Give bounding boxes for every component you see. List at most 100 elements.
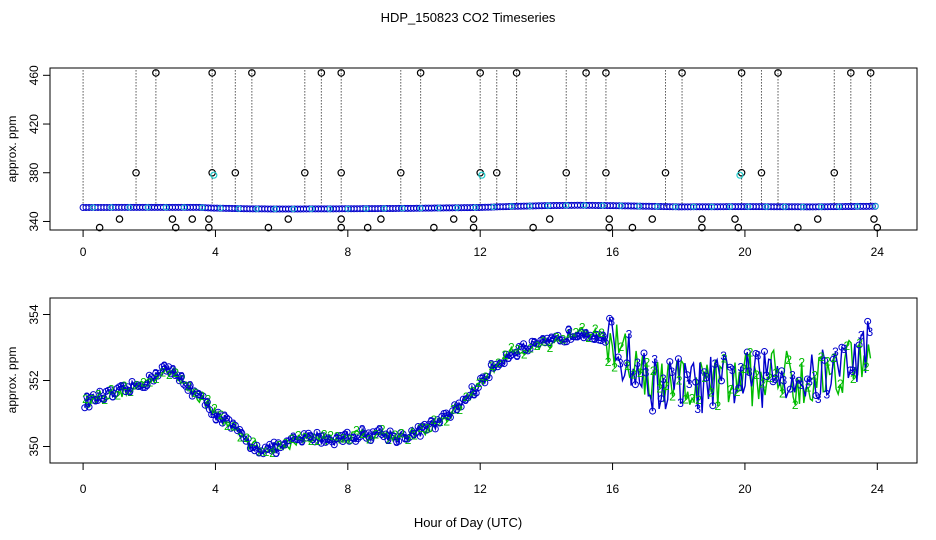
series-2-label: 2	[676, 374, 683, 388]
cyan-outlier-point	[736, 171, 744, 179]
series-3-point	[180, 380, 188, 388]
series-3-point	[446, 413, 454, 421]
baseline-cyan-point	[617, 202, 624, 209]
series-3-label: 3	[574, 330, 581, 344]
bottom-x-tick-label: 20	[738, 482, 752, 496]
series-3-label: 3	[557, 333, 564, 347]
baseline-cyan-point	[181, 204, 188, 211]
series-3-point	[107, 386, 115, 394]
series-2-label: 2	[456, 403, 463, 417]
series-3-label: 3	[445, 409, 452, 423]
series-2-label: 2	[792, 398, 799, 412]
outlier-point	[171, 223, 180, 232]
series-2-label: 2	[482, 370, 489, 384]
series-3-label: 3	[367, 433, 374, 447]
series-3-point	[143, 381, 151, 389]
top-plot-content	[79, 69, 882, 232]
series-3-label: 3	[238, 426, 245, 440]
series-2-label: 2	[185, 380, 192, 394]
series-3-point	[173, 371, 181, 379]
outlier-point	[95, 223, 104, 232]
series-3-point	[285, 437, 293, 445]
chart-title: HDP_150823 CO2 Timeseries	[381, 10, 556, 25]
series-2-label: 2	[708, 385, 715, 399]
series-3-point	[221, 412, 229, 420]
series-3-label: 3	[540, 332, 547, 346]
series-3-label: 3	[772, 372, 779, 386]
series-2-label: 2	[289, 432, 296, 446]
series-3-point	[436, 418, 444, 426]
baseline-cyan-point	[326, 205, 333, 212]
series-3-label: 3	[359, 423, 366, 437]
series-3-point	[812, 392, 820, 400]
series-3-point	[485, 374, 493, 382]
series-2-label: 2	[340, 432, 347, 446]
series-2-label: 2	[747, 345, 754, 359]
series-3-label: 3	[798, 378, 805, 392]
series-3-label: 3	[789, 368, 796, 382]
series-2-label: 2	[598, 326, 605, 340]
baseline-cyan-point	[417, 205, 424, 212]
series-2-label: 2	[134, 379, 141, 393]
series-2-label: 2	[766, 371, 773, 385]
bottom-plot-content: 2 2 2 22 22 2 2 2 2 2 2 2 2 22 2 2 22 22 22 2 22 2 22 2 2 2 2 2 2 2 2 2…	[81, 315, 874, 460]
series-3-point	[119, 382, 127, 390]
baseline-cyan-point	[818, 203, 825, 210]
series-3-point	[543, 334, 551, 342]
baseline-cyan-point	[381, 205, 388, 212]
series-3-point	[330, 441, 338, 449]
series-3-point	[150, 377, 158, 385]
series-3-point	[268, 447, 276, 455]
series-2-label: 2	[560, 333, 567, 347]
top-axes: 0 4 8 12 16 20 24 340 380 420 460	[27, 65, 884, 259]
outlier-point	[813, 215, 822, 223]
series-2-label: 2	[327, 429, 334, 443]
baseline-cyan-point	[581, 202, 588, 209]
series-3-point	[582, 330, 590, 338]
series-2-label: 2	[424, 421, 431, 435]
baseline-point	[868, 202, 876, 210]
series-3-point	[212, 415, 220, 423]
outlier-point	[301, 168, 309, 177]
series-2-label: 2	[502, 348, 509, 362]
top-x-tick-label: 8	[344, 245, 351, 259]
outlier-point	[492, 168, 501, 177]
series-2-label: 2	[121, 379, 128, 393]
series-3-point	[666, 358, 674, 366]
series-3-point	[89, 391, 97, 399]
series-3-point	[294, 436, 302, 444]
outlier-point	[132, 168, 140, 177]
series-3-point	[203, 398, 211, 406]
series-3-point	[743, 348, 751, 356]
series-2-label: 2	[256, 445, 263, 459]
series-3-label: 3	[677, 396, 684, 410]
series-2-label: 2	[592, 322, 599, 336]
series-3-point	[281, 440, 289, 448]
baseline-cyan-point	[363, 205, 370, 212]
series-3-point	[855, 341, 863, 349]
series-3-point	[575, 332, 583, 340]
series-3-point	[199, 392, 207, 400]
series-2-label: 2	[779, 387, 786, 401]
series-3-point	[500, 360, 508, 368]
series-2-label: 2	[605, 355, 612, 369]
series-3-point	[190, 387, 198, 395]
outlier-point	[205, 223, 213, 232]
series-2-label: 2	[527, 341, 534, 355]
series-2-label: 2	[476, 376, 483, 390]
series-3-point	[208, 411, 216, 419]
series-2-label: 2	[540, 334, 547, 348]
series-3-label: 3	[144, 378, 151, 392]
series-2-label: 2	[643, 356, 650, 370]
baseline-cyan-point	[399, 205, 406, 212]
series-3-point	[614, 353, 622, 361]
series-2-label: 2	[760, 376, 767, 390]
series-2-label: 2	[314, 434, 321, 448]
outlier-point	[512, 69, 521, 77]
baseline-cyan-point	[763, 203, 770, 210]
series-3-point	[657, 395, 665, 403]
series-3-label: 3	[694, 402, 701, 416]
series-2-label: 2	[198, 389, 205, 403]
outlier-point	[847, 69, 855, 77]
top-x-tick-label: 16	[606, 245, 620, 259]
